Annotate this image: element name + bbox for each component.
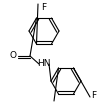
Text: HN: HN: [37, 58, 51, 67]
Text: F: F: [91, 90, 97, 99]
Text: O: O: [9, 52, 16, 60]
Text: F: F: [41, 4, 47, 13]
